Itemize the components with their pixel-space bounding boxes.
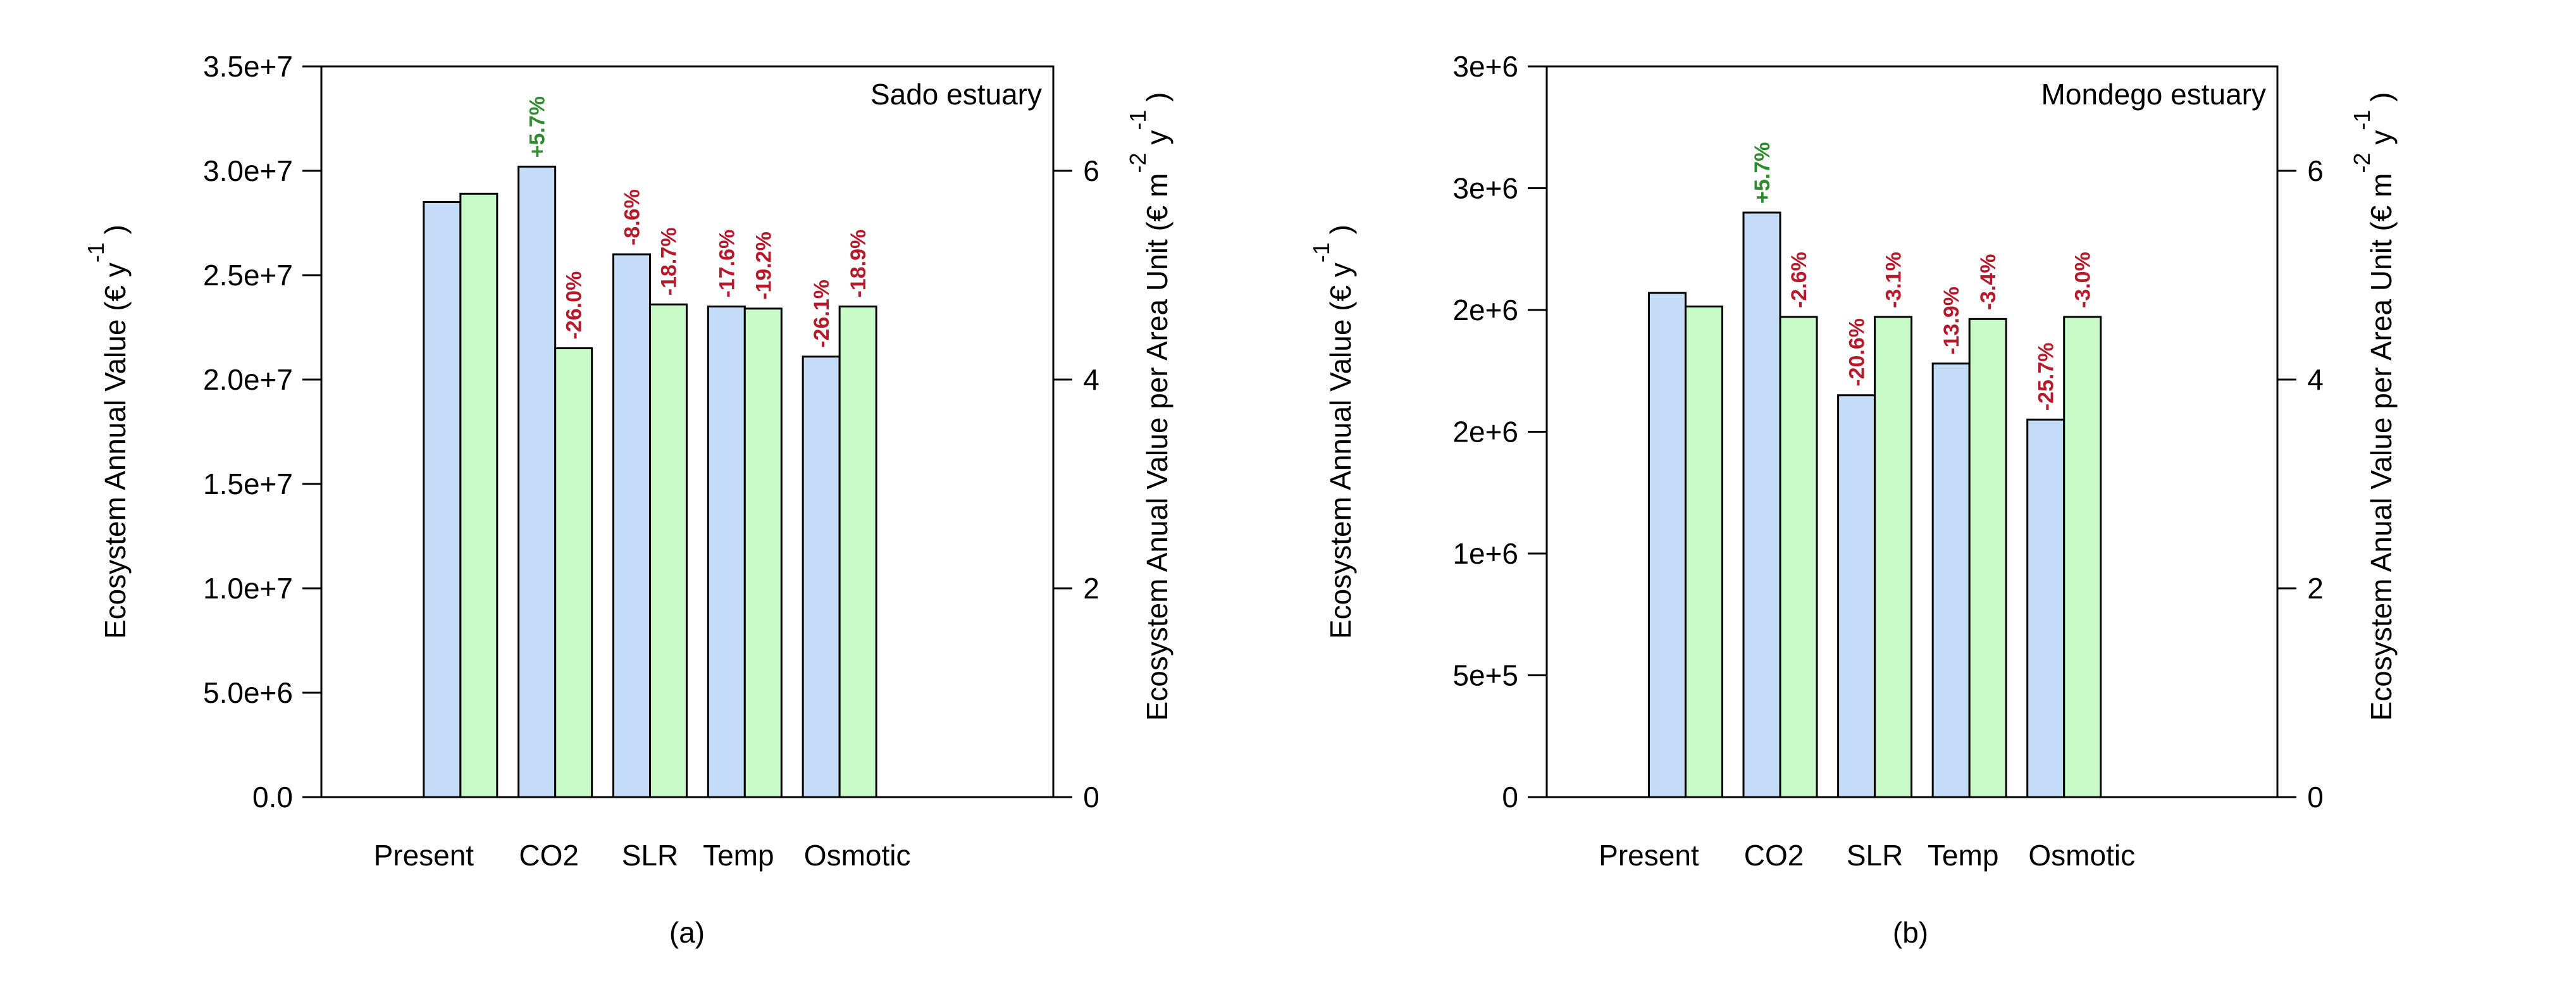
category-label-temp: Temp bbox=[1928, 839, 1998, 872]
annotation-area-slr: -3.1% bbox=[1882, 252, 1906, 308]
annotation-area-co2: -26.0% bbox=[562, 271, 586, 340]
y-axis-right-title: Ecosystem Anual Value per Area Unit (€ m… bbox=[1125, 92, 1173, 721]
bar-annual-present bbox=[1647, 292, 1687, 798]
bar-area-osmotic bbox=[2063, 316, 2102, 798]
annotation-area-co2: -2.6% bbox=[1787, 252, 1811, 308]
annotation-annual-temp: -17.6% bbox=[715, 230, 739, 298]
y-left-title-close: ) bbox=[1324, 225, 1357, 242]
bar-area-present bbox=[459, 192, 498, 798]
right-tick-label: 4 bbox=[2307, 363, 2324, 396]
left-tick-label: 2e+6 bbox=[1452, 416, 1518, 449]
bar-annual-co2 bbox=[517, 165, 557, 798]
y-axis-left-title: Ecosystem Annual Value (€ y-1 ) bbox=[1308, 225, 1357, 639]
annotation-annual-slr: -20.6% bbox=[1845, 318, 1869, 387]
bar-area-co2 bbox=[554, 347, 593, 798]
category-label-co2: CO2 bbox=[1744, 839, 1804, 872]
bar-annual-osmotic bbox=[802, 356, 841, 798]
bar-area-slr bbox=[648, 303, 688, 798]
panel-label: (a) bbox=[669, 916, 705, 949]
y-right-title-close: ) bbox=[2365, 92, 2398, 110]
bar-annual-temp bbox=[707, 306, 746, 798]
chart-panel-mondego: 0 5e+5 1e+6 2e+6 2e+6 3e+6 3e+6 0 2 4 6 Present +5.7… bbox=[1308, 50, 2398, 949]
chart-panel-sado: 0.0 5.0e+6 1.0e+7 1.5e+7 2.0e+7 2.5e+7 3.0e+7 3… bbox=[83, 50, 1173, 949]
annotation-area-temp: -19.2% bbox=[752, 232, 776, 300]
y-left-title-sup: -1 bbox=[83, 242, 109, 263]
annotation-annual-co2: +5.7% bbox=[526, 96, 550, 158]
bar-annual-temp bbox=[1931, 362, 1971, 798]
left-tick-label: 3e+6 bbox=[1452, 50, 1518, 83]
panel-label: (b) bbox=[1893, 916, 1928, 949]
y-right-title-close: ) bbox=[1141, 92, 1173, 110]
category-label-slr: SLR bbox=[1847, 839, 1903, 872]
bar-annual-slr bbox=[612, 253, 651, 798]
y-left-title-main: Ecosystem Annual Value (€ y bbox=[99, 263, 132, 639]
bar-area-temp bbox=[1968, 318, 2007, 798]
bar-area-temp bbox=[743, 307, 783, 798]
left-tick-label: 2.0e+7 bbox=[203, 363, 293, 396]
left-tick-label: 5e+5 bbox=[1452, 659, 1518, 692]
right-tick-label: 4 bbox=[1083, 363, 1099, 396]
y-right-title-mid: y bbox=[2365, 130, 2398, 153]
annotation-area-osmotic: -3.0% bbox=[2071, 252, 2095, 308]
bar-annual-osmotic bbox=[2026, 418, 2065, 798]
left-tick-label: 1.0e+7 bbox=[203, 572, 293, 605]
y-right-title-main: Ecosystem Anual Value per Area Unit (€ m bbox=[1141, 173, 1173, 721]
bar-annual-co2 bbox=[1742, 211, 1781, 798]
bar-area-present bbox=[1684, 306, 1723, 798]
bar-annual-present bbox=[423, 201, 462, 798]
y-axis-left-title: Ecosystem Annual Value (€ y-1 ) bbox=[83, 225, 132, 639]
annotation-annual-co2: +5.7% bbox=[1750, 142, 1774, 204]
y-right-title-sup2: -1 bbox=[1125, 110, 1151, 130]
left-tick-label: 0.0 bbox=[252, 781, 293, 814]
right-tick-label: 0 bbox=[2307, 781, 2324, 814]
bar-area-slr bbox=[1874, 316, 1913, 798]
category-label-co2: CO2 bbox=[519, 839, 579, 872]
y-right-title-sup1: -2 bbox=[1125, 152, 1151, 173]
y-right-title-mid: y bbox=[1141, 130, 1173, 153]
y-left-title-sup: -1 bbox=[1308, 242, 1334, 263]
category-label-present: Present bbox=[1599, 839, 1699, 872]
annotation-annual-osmotic: -25.7% bbox=[2034, 343, 2059, 411]
category-label-temp: Temp bbox=[703, 839, 774, 872]
right-tick-label: 6 bbox=[2307, 154, 2324, 187]
annotation-area-temp: -3.4% bbox=[1976, 254, 2000, 310]
left-tick-label: 1e+6 bbox=[1452, 537, 1518, 570]
left-tick-label: 2e+6 bbox=[1452, 294, 1518, 326]
y-right-title-sup2: -1 bbox=[2349, 110, 2375, 130]
annotation-area-slr: -18.7% bbox=[657, 227, 681, 295]
left-tick-label: 1.5e+7 bbox=[203, 468, 293, 500]
annotation-annual-osmotic: -26.1% bbox=[810, 280, 834, 348]
category-label-osmotic: Osmotic bbox=[804, 839, 911, 872]
y-axis-right-title: Ecosystem Anual Value per Area Unit (€ m… bbox=[2349, 92, 2398, 721]
y-right-title-main: Ecosystem Anual Value per Area Unit (€ m bbox=[2365, 173, 2398, 721]
plot-title: Mondego estuary bbox=[2041, 78, 2266, 111]
right-tick-label: 2 bbox=[1083, 572, 1099, 605]
y-right-title-sup1: -2 bbox=[2349, 152, 2375, 173]
annotation-area-osmotic: -18.9% bbox=[846, 230, 870, 298]
bar-area-co2 bbox=[1779, 316, 1818, 798]
annotation-annual-slr: -8.6% bbox=[620, 189, 644, 245]
y-left-title-close: ) bbox=[99, 225, 132, 242]
annotation-annual-temp: -13.9% bbox=[1940, 287, 1964, 355]
category-label-present: Present bbox=[374, 839, 474, 872]
right-tick-label: 6 bbox=[1083, 154, 1099, 187]
left-tick-label: 5.0e+6 bbox=[203, 676, 293, 709]
category-label-slr: SLR bbox=[622, 839, 678, 872]
bar-annual-slr bbox=[1837, 394, 1876, 798]
left-tick-label: 3.5e+7 bbox=[203, 50, 293, 83]
left-tick-label: 3e+6 bbox=[1452, 172, 1518, 205]
bar-area-osmotic bbox=[838, 306, 877, 798]
left-tick-label: 0 bbox=[1502, 781, 1518, 814]
y-left-title-main: Ecosystem Annual Value (€ y bbox=[1324, 263, 1357, 639]
plot-title: Sado estuary bbox=[870, 78, 1042, 111]
right-tick-label: 0 bbox=[1083, 781, 1099, 814]
left-tick-label: 3.0e+7 bbox=[203, 154, 293, 187]
category-label-osmotic: Osmotic bbox=[2028, 839, 2135, 872]
left-tick-label: 2.5e+7 bbox=[203, 259, 293, 292]
right-tick-label: 2 bbox=[2307, 572, 2324, 605]
